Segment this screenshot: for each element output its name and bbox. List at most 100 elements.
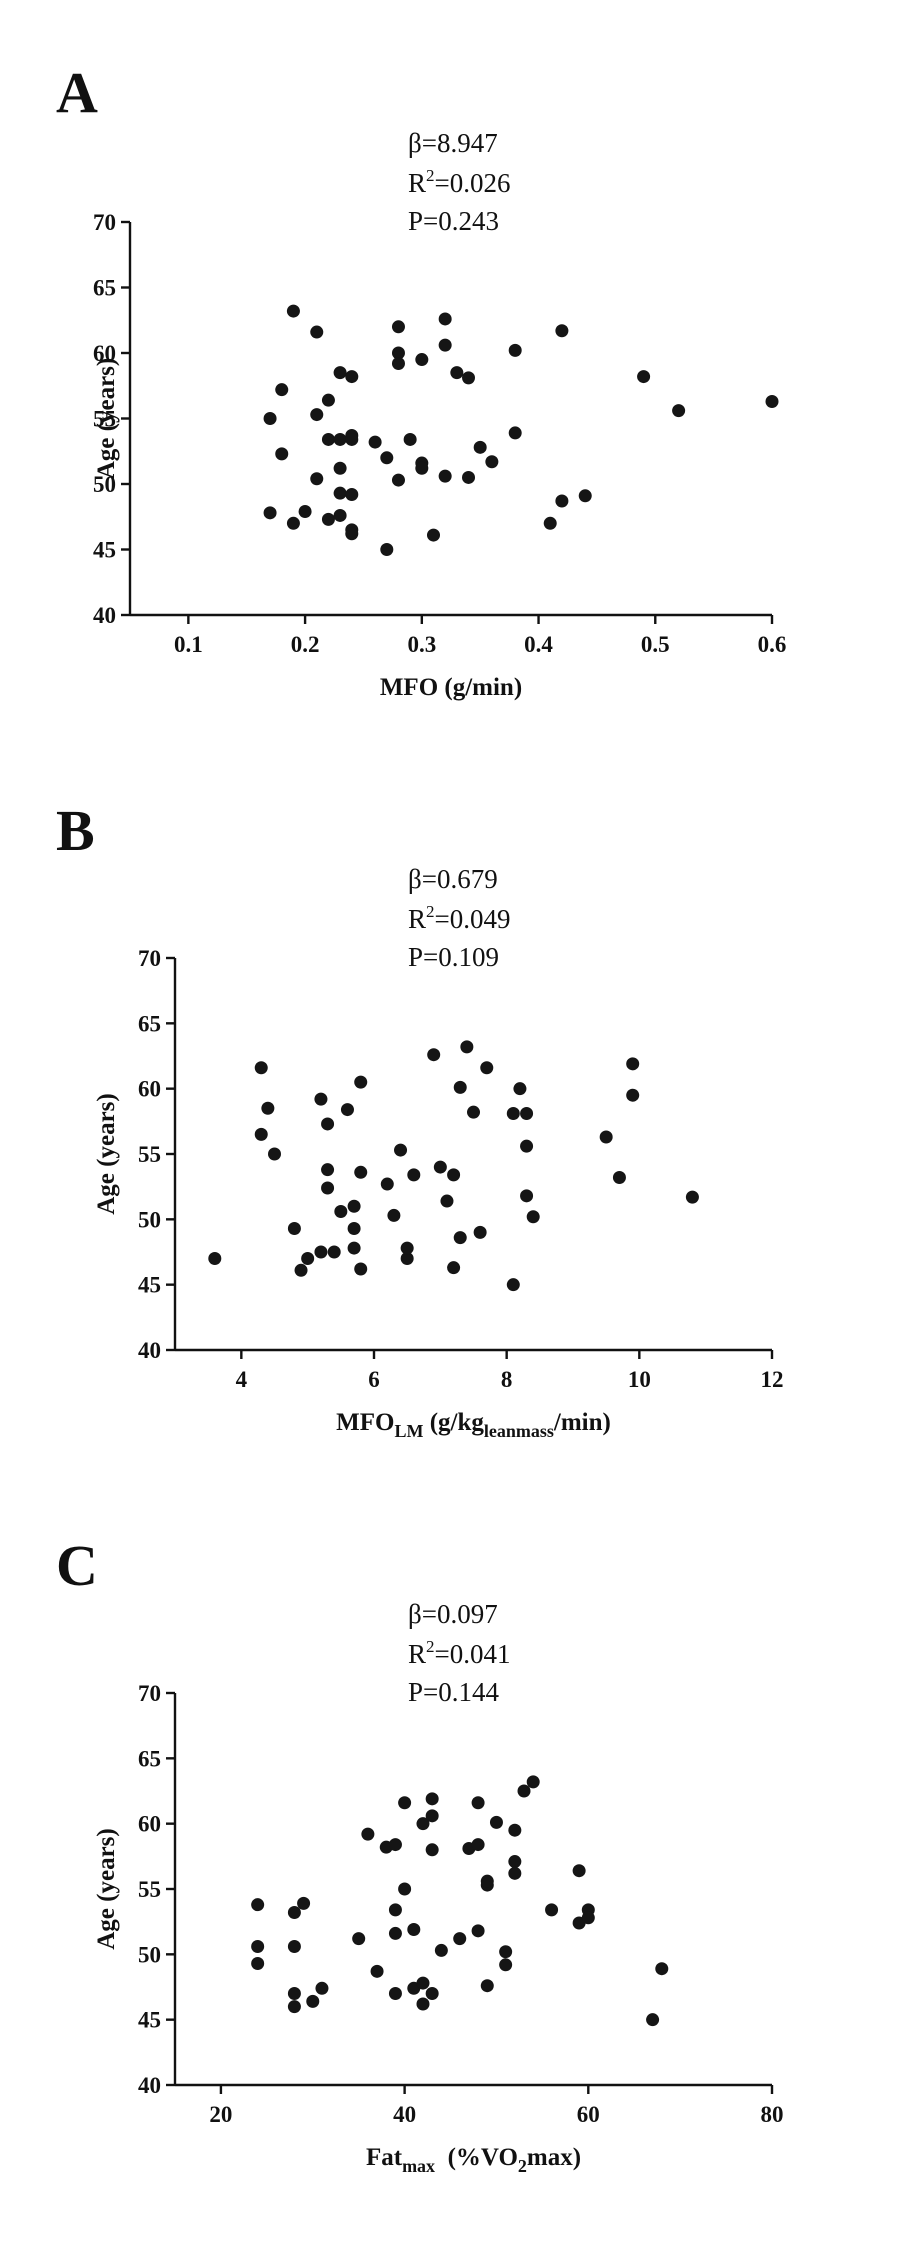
x-tick-label: 0.2 xyxy=(291,632,320,657)
data-point xyxy=(480,1061,494,1075)
data-point xyxy=(672,404,686,418)
data-point xyxy=(263,412,277,425)
data-point xyxy=(388,1926,402,1940)
data-point xyxy=(354,1075,368,1089)
data-point xyxy=(440,1194,454,1208)
data-point xyxy=(380,543,394,556)
data-point xyxy=(520,1189,534,1203)
data-point xyxy=(513,1082,527,1096)
x-axis-label-text: MFO xyxy=(336,1409,394,1436)
y-tick-label: 40 xyxy=(138,2073,161,2098)
stat-r-squared: R2=0.049 xyxy=(408,902,511,934)
data-point xyxy=(334,1204,348,1218)
data-point xyxy=(471,1924,485,1938)
data-point xyxy=(462,371,476,385)
data-point xyxy=(433,1160,447,1174)
data-point xyxy=(425,1792,439,1806)
x-axis-label-text: (%VO xyxy=(435,2144,518,2171)
data-point xyxy=(306,1994,320,2008)
data-point xyxy=(499,1958,513,1972)
data-point xyxy=(765,394,779,408)
data-point xyxy=(545,1903,559,1917)
data-point xyxy=(400,1252,414,1266)
y-tick-label: 50 xyxy=(93,472,116,497)
y-tick-label: 55 xyxy=(138,1142,161,1167)
data-point xyxy=(391,320,405,334)
x-tick-label: 0.5 xyxy=(641,632,670,657)
x-axis-label-subscript: 2 xyxy=(518,2156,527,2176)
panel-letter: A xyxy=(56,60,98,125)
data-point xyxy=(467,1105,480,1119)
x-axis-label: MFOLM (g/kgleanmass/min) xyxy=(336,1409,611,1441)
data-point xyxy=(471,1796,485,1810)
x-axis-label: Fatmax (%VO2max) xyxy=(366,2144,581,2176)
data-point xyxy=(517,1784,531,1798)
data-point xyxy=(251,1939,265,1953)
y-tick-label: 45 xyxy=(93,538,116,563)
data-point xyxy=(327,1245,341,1259)
data-point xyxy=(499,1945,513,1959)
y-axis-label: Age (years) xyxy=(93,358,120,479)
data-point xyxy=(387,1208,401,1222)
y-tick-label: 60 xyxy=(138,1077,161,1102)
stat-r-label: R xyxy=(408,168,426,198)
x-tick-label: 0.1 xyxy=(174,632,203,657)
data-point xyxy=(287,1221,301,1235)
data-point xyxy=(347,1199,361,1213)
data-point xyxy=(287,1987,301,2001)
data-point xyxy=(508,1823,522,1837)
y-tick-label: 55 xyxy=(138,1877,161,1902)
data-point xyxy=(447,1261,461,1275)
data-point xyxy=(407,1923,421,1937)
data-point xyxy=(370,1964,384,1978)
data-point xyxy=(407,1168,421,1182)
x-tick-label: 6 xyxy=(368,1367,380,1392)
data-point xyxy=(572,1864,586,1878)
data-point xyxy=(388,1987,402,2001)
data-point xyxy=(655,1962,669,1976)
data-point xyxy=(508,426,522,440)
data-point xyxy=(286,304,300,318)
data-point xyxy=(314,1092,328,1106)
data-point xyxy=(434,1943,448,1957)
data-point xyxy=(637,370,651,384)
data-point xyxy=(415,461,429,475)
data-point xyxy=(294,1263,308,1277)
data-point xyxy=(333,432,347,446)
y-tick-label: 70 xyxy=(138,946,161,971)
panel-letter: B xyxy=(56,798,95,863)
data-point xyxy=(261,1101,275,1115)
data-point xyxy=(345,432,359,446)
data-point xyxy=(438,338,452,352)
data-point xyxy=(310,472,324,486)
data-point xyxy=(626,1088,640,1102)
data-point xyxy=(361,1827,375,1841)
data-point xyxy=(416,1817,430,1831)
x-axis-label-subscript: max xyxy=(402,2156,435,2176)
y-tick-label: 60 xyxy=(93,341,116,366)
data-point xyxy=(208,1252,222,1266)
data-point xyxy=(391,473,405,487)
x-axis-label-subscript: leanmass xyxy=(484,1421,554,1441)
data-point xyxy=(426,528,440,542)
x-tick-label: 40 xyxy=(393,2102,416,2127)
stat-p-value: P=0.144 xyxy=(408,1677,499,1707)
x-tick-label: 0.4 xyxy=(524,632,553,657)
data-point xyxy=(416,1997,430,2011)
data-point xyxy=(578,489,592,503)
data-point xyxy=(287,1939,301,1953)
data-point xyxy=(447,1168,461,1182)
y-tick-label: 45 xyxy=(138,2008,161,2033)
data-point xyxy=(471,1838,485,1852)
data-point xyxy=(473,440,487,454)
stat-r-label: R xyxy=(408,904,426,934)
stat-r-value: =0.041 xyxy=(435,1639,511,1669)
data-point xyxy=(333,366,347,380)
data-point xyxy=(321,1163,335,1177)
y-tick-label: 60 xyxy=(138,1812,161,1837)
data-point xyxy=(438,312,452,326)
chart-panel-a: Aβ=8.947 R2=0.026 P=0.243 40 45 50 55 60 65 70 0.1… xyxy=(56,60,786,701)
stat-r-superscript: 2 xyxy=(426,1637,435,1656)
x-axis-label-text: (g/kg xyxy=(423,1409,484,1436)
